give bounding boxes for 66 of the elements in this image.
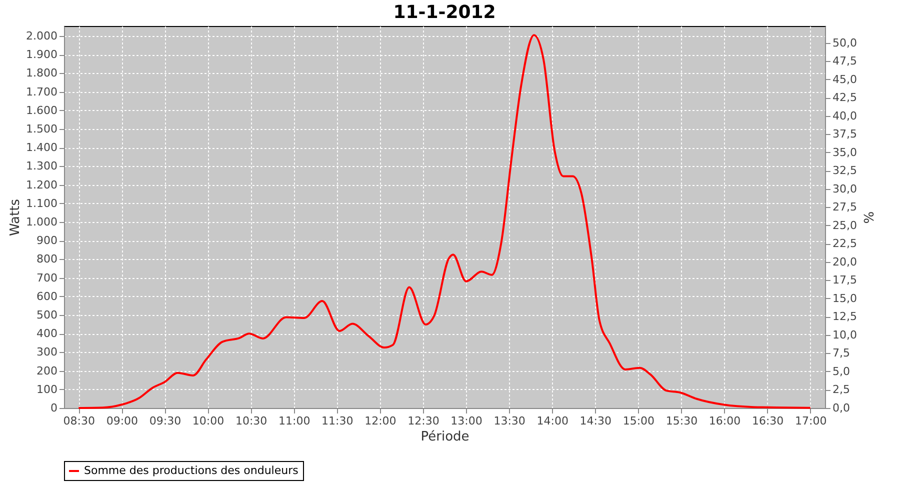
y2-tick-label: 0,0 [832, 402, 850, 414]
y2-tick-label: 5,0 [832, 364, 850, 378]
x-tick-label: 12:30 [408, 414, 440, 428]
y-tick-label: 1.600 [26, 104, 58, 117]
y-tick-label: 400 [36, 327, 58, 340]
x-tick-label: 13:30 [494, 414, 526, 428]
y2-tick-label: 47,5 [832, 54, 857, 68]
x-tick-label: 12:00 [364, 414, 396, 428]
x-tick-label: 09:30 [149, 414, 182, 428]
y-tick-label: 500 [36, 308, 58, 322]
x-tick-label: 15:00 [622, 414, 655, 428]
x-tick-label: 15:30 [666, 414, 698, 428]
chart-title: 11-1-2012 [393, 2, 496, 23]
y-tick-label: 1.300 [26, 160, 58, 173]
x-tick-label: 11:00 [278, 414, 310, 428]
y-tick-label: 1.700 [26, 85, 58, 98]
x-tick-label: 14:00 [536, 414, 568, 428]
legend-label: Somme des productions des onduleurs [84, 464, 299, 477]
y-tick-label: 700 [36, 271, 58, 284]
y2-tick-label: 17,5 [832, 274, 857, 287]
y2-tick-label: 10,0 [832, 328, 857, 342]
y2-tick-label: 15,0 [832, 292, 857, 305]
y-tick-label: 800 [36, 252, 58, 266]
y2-tick-label: 42,5 [832, 91, 857, 104]
y-tick-label: 1.800 [26, 66, 58, 80]
x-tick-label: 11:30 [322, 414, 354, 428]
x-axis-title: Période [420, 430, 470, 444]
y-tick-label: 300 [36, 346, 58, 359]
x-tick-label: 16:30 [752, 414, 784, 428]
x-tick-label: 08:30 [63, 414, 95, 428]
line-series [78, 34, 812, 409]
x-tick-label: 09:00 [106, 414, 138, 428]
y2-tick-label: 35,0 [832, 146, 857, 159]
y2-tick-label: 27,5 [832, 200, 857, 214]
y-axis-title: Watts [8, 198, 24, 236]
y2-axis-title: % [860, 211, 875, 224]
y-tick-label: 2.000 [26, 30, 58, 43]
y2-tick-label: 12,5 [832, 310, 857, 324]
y2-tick-label: 37,5 [832, 128, 857, 141]
y2-tick-label: 2,5 [832, 383, 850, 396]
y2-tick-label: 7,5 [832, 346, 850, 360]
y-tick-label: 1.000 [26, 216, 58, 229]
y-tick-label: 200 [36, 364, 58, 378]
y2-tick-label: 30,0 [832, 182, 857, 196]
y2-tick-label: 32,5 [832, 164, 857, 178]
y-tick-label: 1.500 [26, 122, 58, 136]
y2-tick-label: 22,5 [832, 237, 857, 250]
x-tick-label: 16:00 [708, 414, 741, 428]
y2-tick-label: 40,0 [832, 109, 857, 122]
x-tick-label: 13:00 [450, 414, 482, 428]
x-tick-label: 14:30 [580, 414, 612, 428]
y2-tick-label: 50,0 [832, 36, 857, 50]
y-tick-label: 100 [36, 382, 58, 396]
x-tick-label: 10:00 [192, 414, 224, 428]
y-tick-label: 1.100 [26, 196, 58, 210]
x-tick-label: 10:30 [235, 414, 268, 428]
y-tick-label: 0 [50, 402, 58, 414]
y-tick-label: 600 [36, 290, 58, 303]
x-tick-label: 17:00 [795, 414, 827, 428]
y-tick-label: 1.900 [26, 48, 58, 62]
y-tick-label: 1.200 [26, 178, 58, 192]
y-tick-label: 1.400 [26, 141, 58, 154]
y-tick-label: 900 [36, 234, 58, 248]
y2-tick-label: 25,0 [832, 218, 857, 232]
y2-tick-label: 20,0 [832, 255, 857, 268]
y2-tick-label: 45,0 [832, 72, 857, 86]
